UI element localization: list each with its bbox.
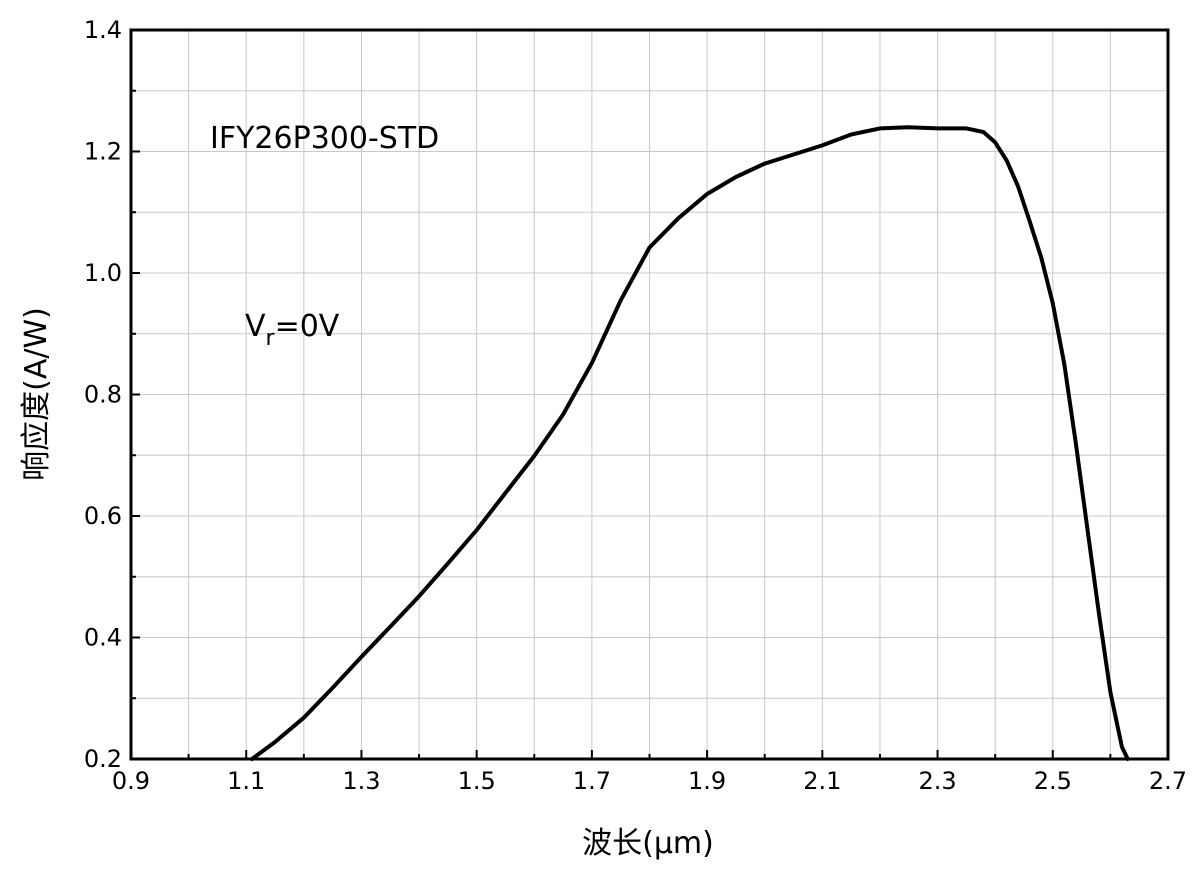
y-tick-label: 0.4 — [84, 624, 122, 652]
bias-annotation-sub: r — [266, 326, 276, 351]
x-tick-label: 2.1 — [803, 767, 841, 795]
model-annotation: IFY26P300-STD — [210, 121, 439, 156]
y-axis-title: 响应度(A/W) — [19, 307, 54, 481]
x-tick-label: 1.1 — [227, 767, 265, 795]
x-tick-label: 1.3 — [342, 767, 380, 795]
grid-lines — [131, 30, 1168, 759]
plot-frame — [129, 28, 1170, 761]
x-tick-label: 1.7 — [573, 767, 611, 795]
y-tick-label: 0.8 — [84, 381, 122, 409]
x-tick-label: 0.9 — [112, 767, 150, 795]
bias-annotation-main: V — [245, 309, 266, 344]
x-tick-label: 2.5 — [1034, 767, 1072, 795]
y-tick-label: 1.0 — [84, 259, 122, 287]
x-tick-labels: 0.9 1.1 1.3 1.5 1.7 1.9 2.1 2.3 2.5 2.7 — [112, 767, 1187, 795]
y-tick-labels: 0.2 0.4 0.6 0.8 1.0 1.2 1.4 — [84, 16, 122, 773]
bias-annotation-rest: =0V — [275, 309, 340, 344]
responsivity-curve — [250, 125, 1130, 761]
x-axis-title: 波长(μm) — [582, 826, 714, 861]
x-tick-label: 2.3 — [918, 767, 956, 795]
x-tick-label: 1.9 — [688, 767, 726, 795]
y-tick-label: 0.2 — [84, 745, 122, 773]
y-tick-label: 1.4 — [84, 16, 122, 44]
y-tick-label: 0.6 — [84, 502, 122, 530]
y-tick-label: 1.2 — [84, 138, 122, 166]
x-tick-label: 1.5 — [458, 767, 496, 795]
minor-ticks — [131, 89, 1112, 759]
x-tick-label: 2.7 — [1149, 767, 1187, 795]
series-layer — [250, 125, 1130, 761]
bias-annotation: Vr=0V — [245, 309, 340, 351]
